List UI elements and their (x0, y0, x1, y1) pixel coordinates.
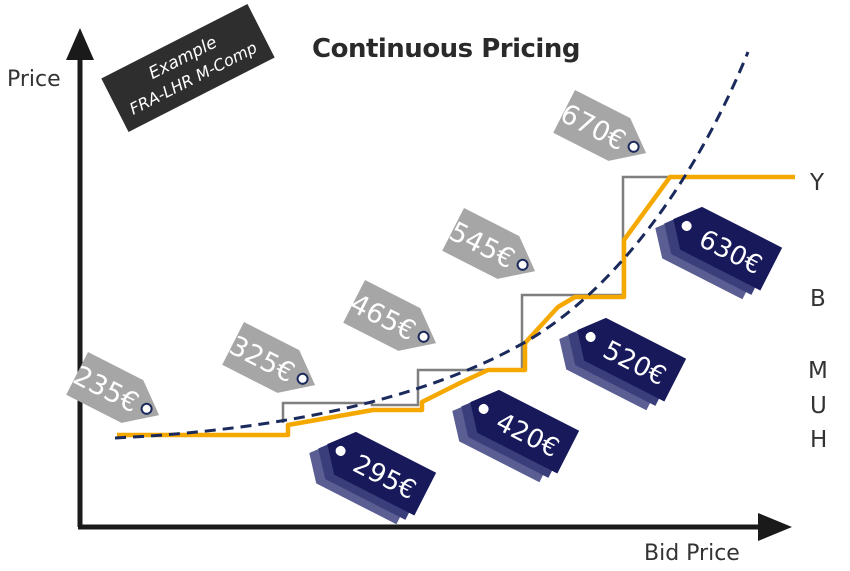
grey-tag: 670€ (553, 90, 647, 161)
y-axis-arrow (66, 28, 94, 60)
tag-hole-icon (140, 402, 153, 415)
grey-tag: 325€ (222, 322, 316, 393)
navy-tag-stack: 295€ (309, 431, 437, 525)
fare-class-label: Y (809, 170, 825, 196)
grey-tag: 545€ (442, 208, 536, 279)
example-badge: Example FRA-LHR M-Comp (101, 4, 275, 132)
x-axis-label: Bid Price (644, 541, 740, 566)
page-title: Continuous Pricing (312, 34, 580, 64)
navy-tag-stack: 630€ (655, 206, 783, 300)
tag-hole-icon (681, 220, 692, 231)
x-axis-arrow (758, 513, 792, 541)
tag-hole-icon (478, 403, 489, 414)
fare-class-label: B (810, 286, 826, 312)
tag-hole-icon (417, 330, 430, 343)
orange-step-line (117, 174, 795, 438)
tag-hole-icon (335, 445, 346, 456)
y-axis-label: Price (7, 67, 61, 92)
fare-class-label: H (810, 427, 827, 453)
tag-hole-icon (585, 331, 596, 342)
tag-hole-icon (516, 258, 529, 271)
fare-class-label: M (808, 358, 828, 384)
navy-tag-stack: 520€ (559, 317, 687, 411)
tag-hole-icon (627, 140, 640, 153)
grey-tag: 465€ (343, 280, 437, 351)
axes (66, 28, 792, 541)
navy-tag-stack: 420€ (452, 389, 580, 483)
tag-hole-icon (296, 372, 309, 385)
fare-class-label: U (810, 393, 827, 419)
continuous-price-curve (114, 51, 750, 440)
